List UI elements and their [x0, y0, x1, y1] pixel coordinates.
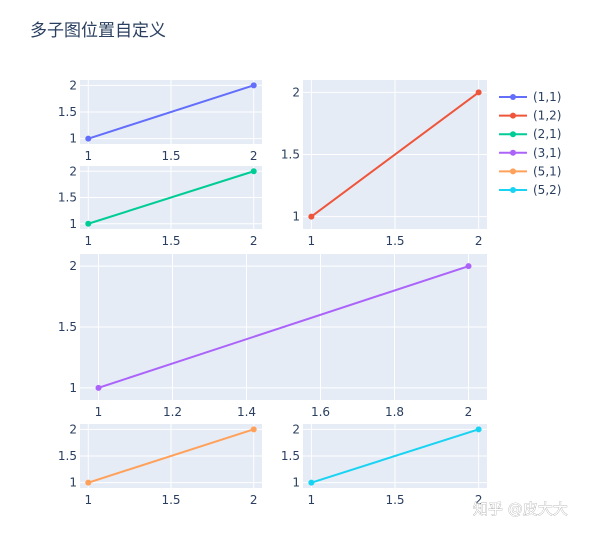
x-tick-label: 1 — [95, 405, 103, 419]
legend-marker — [510, 131, 516, 138]
y-tick-label: 1 — [69, 476, 77, 490]
watermark: 知乎 @皮大大 — [473, 500, 568, 518]
y-tick-label: 1 — [69, 381, 77, 395]
legend-label: (5,1) — [533, 164, 561, 178]
y-tick-label: 1 — [69, 217, 77, 231]
x-tick-label: 1.2 — [163, 405, 182, 419]
x-tick-label: 1 — [84, 149, 92, 163]
subplot-p51: 1 1.5 2 1 1.5 2 — [58, 422, 262, 507]
x-tick-label: 2 — [465, 405, 473, 419]
series-line — [310, 91, 480, 218]
series-line — [311, 428, 479, 484]
y-tick-label: 2 — [69, 422, 77, 436]
legend-item[interactable]: (5,2) — [499, 183, 561, 197]
y-tick-label: 1 — [69, 132, 77, 146]
series-line — [87, 428, 255, 484]
data-point[interactable] — [250, 82, 257, 89]
x-tick-label: 1 — [308, 493, 316, 507]
x-tick-label: 1.5 — [385, 493, 404, 507]
y-tick-label: 1 — [292, 210, 300, 224]
y-tick-label: 1.5 — [281, 148, 300, 162]
legend-item[interactable]: (3,1) — [499, 146, 561, 160]
x-tick-label: 2 — [250, 234, 258, 248]
subplot-p21: 1 1.5 2 1 1.5 2 — [58, 164, 262, 248]
x-tick-label: 1 — [84, 234, 92, 248]
y-tick-label: 1.5 — [58, 105, 77, 119]
legend[interactable]: (1,1) (1,2) (2,1) (3,1) (5,1) (5,2) — [499, 90, 561, 197]
legend-label: (5,2) — [533, 183, 561, 197]
legend-item[interactable]: (2,1) — [499, 127, 561, 141]
y-tick-label: 2 — [69, 259, 77, 273]
legend-label: (1,2) — [533, 109, 561, 123]
data-point[interactable] — [475, 89, 482, 96]
x-tick-label: 1.8 — [385, 405, 404, 419]
subplots-area: 1 1.5 211.521 1.5 211.521 1.5 211.521 1.2 1.4 1.6… — [58, 78, 487, 507]
data-point[interactable] — [85, 135, 92, 142]
legend-marker — [510, 94, 516, 100]
x-tick-label: 1.5 — [161, 234, 180, 248]
legend-marker — [510, 168, 516, 175]
x-tick-label: 1.6 — [311, 405, 330, 419]
x-tick-label: 1.4 — [237, 405, 256, 419]
y-tick-label: 2 — [69, 164, 77, 178]
x-tick-label: 2 — [475, 234, 483, 248]
data-point[interactable] — [250, 168, 257, 175]
y-tick-label: 2 — [292, 85, 300, 99]
data-point[interactable] — [250, 426, 257, 433]
subplot-p11: 1 1.5 2 1 1.5 2 — [58, 78, 262, 163]
chart-title: 多子图位置自定义 — [30, 21, 166, 41]
legend-item[interactable]: (1,2) — [499, 109, 561, 123]
y-tick-label: 2 — [69, 78, 77, 92]
data-point[interactable] — [465, 263, 472, 270]
x-tick-label: 1 — [308, 234, 316, 248]
x-tick-label: 2 — [250, 149, 258, 163]
subplot-p31: 1 1.2 1.4 1.6 1.8 2 1 1.5 2 — [58, 254, 487, 419]
x-tick-label: 2 — [475, 493, 483, 507]
x-tick-label: 2 — [250, 493, 258, 507]
y-tick-label: 1.5 — [58, 191, 77, 205]
data-point[interactable] — [85, 220, 92, 227]
legend-marker — [510, 112, 516, 119]
series-line — [87, 84, 255, 140]
subplot-p12: 1 1.5 2 1 1.5 2 — [281, 80, 487, 248]
data-point[interactable] — [475, 426, 482, 433]
y-tick-label: 1.5 — [58, 320, 77, 334]
legend-marker — [510, 149, 516, 156]
legend-marker — [510, 187, 516, 193]
legend-label: (1,1) — [533, 90, 561, 104]
y-tick-label: 1.5 — [281, 449, 300, 463]
y-tick-label: 2 — [292, 422, 300, 436]
x-tick-label: 1.5 — [161, 493, 180, 507]
legend-label: (3,1) — [533, 146, 561, 160]
x-tick-label: 1.5 — [385, 234, 404, 248]
series-line — [87, 170, 255, 225]
data-point[interactable] — [85, 479, 92, 486]
legend-label: (2,1) — [533, 127, 561, 141]
legend-item[interactable]: (1,1) — [499, 90, 561, 104]
data-point[interactable] — [308, 213, 315, 220]
subplot-p52: 1 1.5 2 1 1.5 2 — [281, 422, 487, 507]
legend-item[interactable]: (5,1) — [499, 164, 561, 178]
x-tick-label: 1.5 — [161, 149, 180, 163]
series-line — [98, 265, 469, 389]
data-point[interactable] — [95, 384, 102, 391]
x-tick-label: 1 — [84, 493, 92, 507]
y-tick-label: 1.5 — [58, 449, 77, 463]
data-point[interactable] — [308, 479, 315, 486]
y-tick-label: 1 — [292, 476, 300, 490]
